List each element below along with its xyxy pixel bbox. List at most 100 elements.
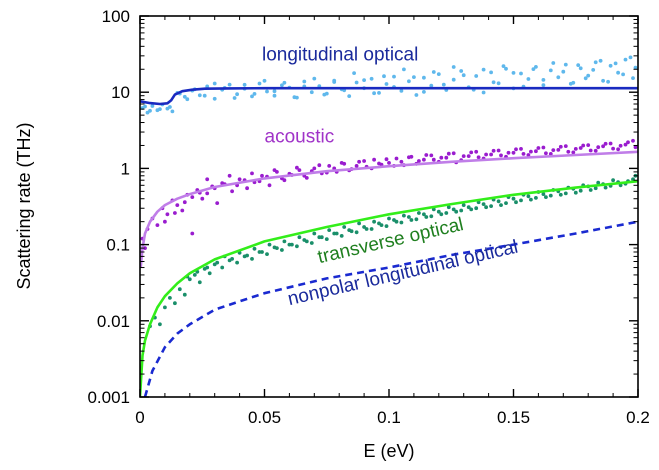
- scatter-point: [563, 144, 568, 149]
- scatter-point: [541, 145, 546, 150]
- scatter-point: [568, 81, 573, 86]
- scatter-point: [466, 205, 471, 210]
- scatter-point: [504, 201, 508, 206]
- scatter-point: [556, 75, 561, 80]
- scatter-point: [446, 151, 451, 156]
- scatter-point: [295, 244, 299, 249]
- scatter-point: [514, 147, 518, 152]
- scatter-point: [451, 77, 456, 82]
- scatter-point: [596, 180, 601, 185]
- scatter-point: [429, 83, 434, 88]
- scatter-point: [499, 153, 503, 158]
- scatter-point: [603, 141, 608, 146]
- scatter-point: [297, 168, 302, 173]
- scatter-point: [250, 171, 254, 176]
- scatter-point: [506, 150, 511, 155]
- scatter-point: [190, 231, 195, 236]
- scatter-point: [339, 234, 344, 238]
- labels-layer: 0 0.05 0.1 0.15 0.2 0.001 0.01 0.1 1 10 100: [87, 7, 649, 427]
- scatter-point: [354, 164, 359, 168]
- scatter-point: [175, 203, 180, 208]
- scatter-point: [207, 271, 212, 276]
- scatter-point: [245, 186, 250, 191]
- scatter-point: [245, 253, 250, 258]
- scatter-point: [544, 151, 548, 156]
- scatter-point: [317, 163, 322, 168]
- scatter-point: [182, 94, 187, 99]
- scatter-point: [491, 80, 496, 85]
- scatter-point: [399, 89, 404, 93]
- scatter-point: [511, 150, 516, 155]
- scatter-point: [394, 219, 399, 224]
- scatter-point: [347, 94, 352, 98]
- scatter-point: [526, 77, 531, 81]
- scatter-point: [220, 181, 225, 186]
- scatter-point: [165, 212, 170, 217]
- scatter-point: [190, 195, 195, 200]
- scatter-point: [578, 66, 583, 71]
- scatter-point: [150, 104, 155, 108]
- scatter-point: [451, 65, 456, 69]
- scatter-point: [608, 141, 613, 146]
- x-tick-label: 0.15: [497, 408, 530, 427]
- scatter-point: [250, 257, 254, 261]
- line-series-3: [143, 220, 638, 397]
- scatter-point: [319, 235, 324, 240]
- scatter-point: [399, 159, 404, 164]
- scatter-point: [407, 215, 411, 219]
- scatter-point: [369, 76, 374, 81]
- scatter-point: [230, 189, 235, 194]
- scatter-point: [474, 206, 479, 211]
- scatter-point: [556, 148, 561, 152]
- scatter-point: [182, 292, 187, 297]
- scatter-point: [362, 78, 366, 82]
- scatter-point: [163, 305, 167, 310]
- scatter-point: [252, 92, 257, 96]
- scatter-point: [551, 148, 556, 153]
- scatter-point: [275, 246, 279, 251]
- scatter-point: [496, 199, 501, 204]
- scatter-point: [573, 147, 578, 151]
- scatter-point: [489, 152, 493, 157]
- scatter-point: [611, 146, 615, 151]
- scatter-point: [601, 144, 605, 149]
- scatter-point: [302, 79, 307, 84]
- scatter-point: [616, 147, 620, 152]
- scatter-point: [384, 157, 389, 162]
- scatter-point: [461, 73, 466, 78]
- scatter-point: [387, 161, 391, 165]
- scatter-point: [265, 89, 269, 94]
- scatter-point: [601, 78, 605, 83]
- scatter-point: [534, 149, 538, 154]
- scatter-point: [309, 241, 314, 245]
- scatter-point: [304, 176, 309, 180]
- scatter-point: [170, 109, 175, 114]
- scatter-point: [143, 246, 147, 251]
- scatter-point: [499, 203, 503, 208]
- y-tick-label: 0.01: [97, 312, 130, 331]
- scatter-point: [187, 277, 192, 282]
- scatter-point: [529, 149, 533, 154]
- y-tick-label: 0.1: [106, 236, 130, 255]
- scatter-point: [372, 219, 376, 224]
- scatter-point: [501, 64, 506, 68]
- scatter-point: [474, 74, 479, 78]
- scatter-point: [422, 90, 426, 94]
- scatter-point: [200, 196, 205, 201]
- scatter-point: [534, 65, 538, 69]
- scatter-point: [250, 94, 254, 99]
- scatter-point: [205, 191, 210, 196]
- x-tick-label: 0: [135, 408, 144, 427]
- scatter-point: [461, 154, 466, 159]
- scatter-point: [578, 146, 583, 150]
- scatter-point: [407, 155, 411, 160]
- scatter-series-5: [140, 138, 638, 251]
- scatter-point: [290, 242, 294, 247]
- scatter-point: [489, 204, 493, 209]
- scatter-point: [414, 93, 419, 97]
- scatter-point: [496, 81, 501, 86]
- scatter-point: [262, 78, 267, 83]
- scatter-point: [158, 322, 162, 327]
- scatter-point: [526, 194, 531, 199]
